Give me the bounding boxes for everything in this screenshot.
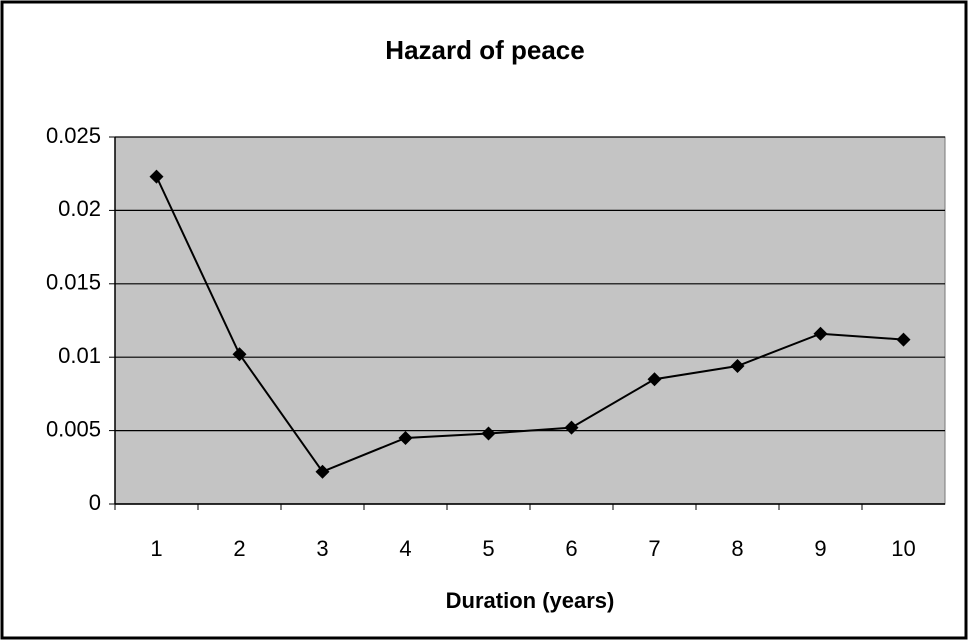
x-tick-label: 5 [482,536,494,561]
plot-area [114,136,946,505]
y-tick-label: 0 [89,490,101,515]
y-tick-label: 0.015 [46,270,101,295]
x-tick-label: 10 [891,536,915,561]
marker [730,359,745,374]
marker [896,332,911,347]
marker [398,430,413,445]
x-tick-label: 9 [814,536,826,561]
marker [564,420,579,435]
x-tick-label: 3 [316,536,328,561]
line-series [155,176,904,473]
marker [813,326,828,341]
y-tick-label: 0.005 [46,416,101,441]
marker [647,372,662,387]
x-tick-label: 2 [233,536,245,561]
marker [481,426,496,441]
marker [149,169,164,184]
x-tick-label: 1 [150,536,162,561]
marker [315,464,330,479]
x-axis-label: Duration (years) [446,588,615,613]
x-tick-label: 7 [648,536,660,561]
marker [232,347,247,362]
x-tick-label: 4 [399,536,411,561]
y-tick-label: 0.01 [58,343,101,368]
chart-title: Hazard of peace [385,35,584,65]
y-tick-label: 0.02 [58,196,101,221]
x-tick-label: 6 [565,536,577,561]
x-tick-label: 8 [731,536,743,561]
y-tick-label: 0.025 [46,123,101,148]
